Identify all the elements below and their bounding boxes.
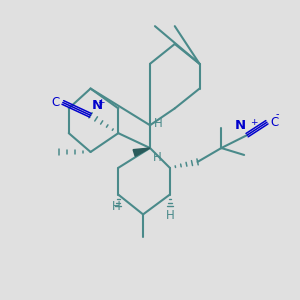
Text: H: H <box>154 117 163 130</box>
Text: N: N <box>235 119 246 132</box>
Text: C: C <box>52 96 60 109</box>
Text: +: + <box>98 98 105 107</box>
Text: H: H <box>112 200 121 212</box>
Text: H: H <box>165 209 174 222</box>
Text: +: + <box>250 118 258 127</box>
Text: N: N <box>92 99 103 112</box>
Text: C: C <box>270 116 278 129</box>
Text: -: - <box>276 109 279 119</box>
Text: H: H <box>153 151 162 164</box>
Polygon shape <box>133 148 150 156</box>
